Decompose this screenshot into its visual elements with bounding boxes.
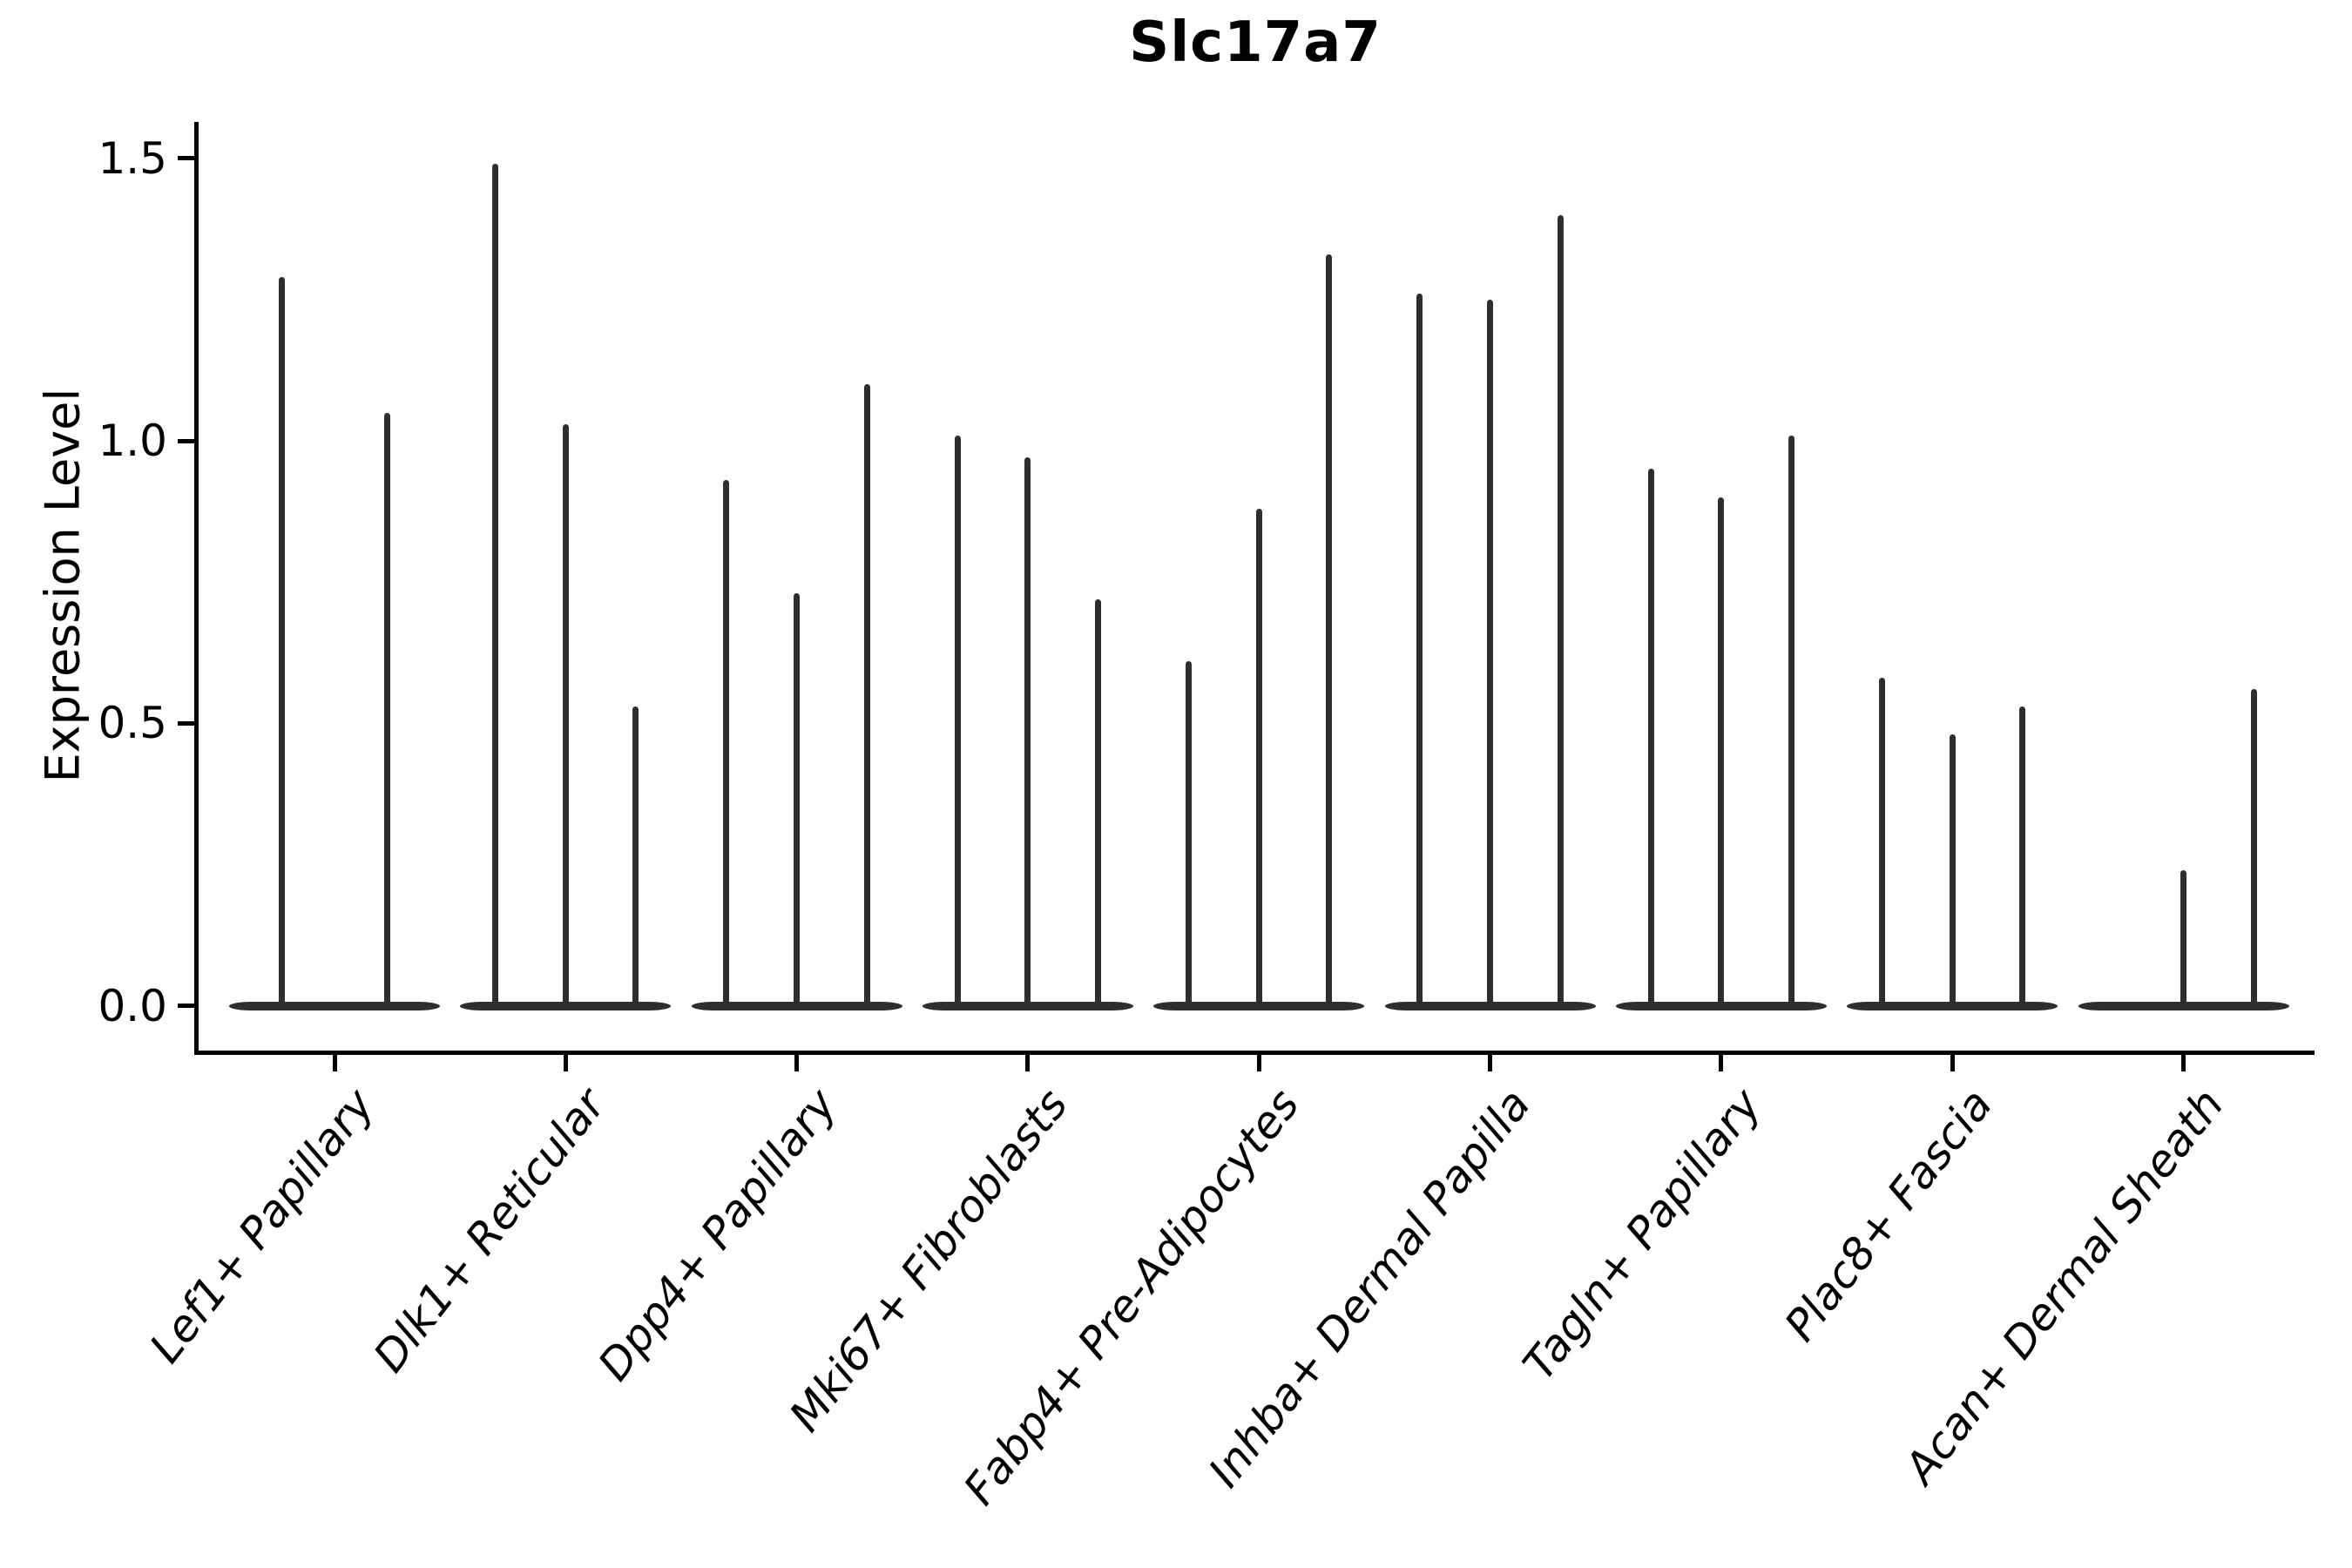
violin-spike	[794, 593, 801, 1008]
violin-spike	[632, 706, 639, 1008]
violin-spike	[1879, 678, 1886, 1008]
violin-spike	[2250, 689, 2257, 1008]
x-category-label: Dlk1+ Reticular	[363, 1079, 616, 1382]
x-tick-mark	[2181, 1055, 2186, 1071]
x-tick-mark	[1256, 1055, 1261, 1071]
y-axis-spine	[194, 122, 199, 1055]
violin-spike	[1095, 598, 1102, 1008]
chart-title: Slc17a7	[1129, 10, 1382, 75]
x-tick-mark	[1950, 1055, 1955, 1071]
violin-spike	[384, 412, 390, 1008]
x-tick-mark	[332, 1055, 337, 1071]
violin-spike	[1718, 497, 1725, 1008]
violin-spike	[1186, 660, 1193, 1008]
violin-spike	[492, 164, 499, 1008]
violin-spike	[1326, 253, 1333, 1008]
x-tick-mark	[563, 1055, 568, 1071]
x-category-label: Tagln+ Papillary	[1513, 1079, 1771, 1390]
violin-base	[229, 1002, 440, 1011]
violin-spike	[1024, 457, 1031, 1008]
violin-spike	[1647, 469, 1654, 1008]
y-tick-mark	[178, 720, 194, 726]
x-tick-mark	[1025, 1055, 1031, 1071]
y-tick-mark	[178, 156, 194, 161]
violin-spike	[1255, 508, 1262, 1008]
violin-spike	[1557, 214, 1564, 1008]
x-tick-mark	[1488, 1055, 1493, 1071]
violin-spike	[1487, 299, 1494, 1008]
y-tick-mark	[178, 1004, 194, 1009]
y-tick-label: 0.0	[98, 980, 167, 1031]
violin-spike	[279, 276, 285, 1008]
violin-spike	[1949, 734, 1956, 1008]
x-tick-mark	[794, 1055, 800, 1071]
y-tick-label: 0.5	[98, 698, 167, 749]
violin-spike	[954, 435, 961, 1008]
violin-spike	[562, 423, 569, 1008]
violin-spike	[2180, 870, 2187, 1008]
x-category-label: Lef1+ Papillary	[139, 1079, 384, 1373]
y-tick-mark	[178, 438, 194, 443]
violin-spike	[1416, 294, 1423, 1008]
y-tick-label: 1.0	[98, 416, 167, 466]
violin-spike	[2019, 706, 2026, 1008]
violin-spike	[1788, 435, 1795, 1008]
x-axis-spine	[194, 1051, 2315, 1055]
violin-spike	[863, 384, 870, 1008]
violin-spike	[723, 480, 730, 1008]
x-tick-mark	[1719, 1055, 1724, 1071]
y-tick-label: 1.5	[98, 132, 167, 184]
x-category-label: Plac8+ Fascia	[1774, 1079, 2003, 1351]
x-category-label: Dpp4+ Papillary	[588, 1079, 847, 1390]
